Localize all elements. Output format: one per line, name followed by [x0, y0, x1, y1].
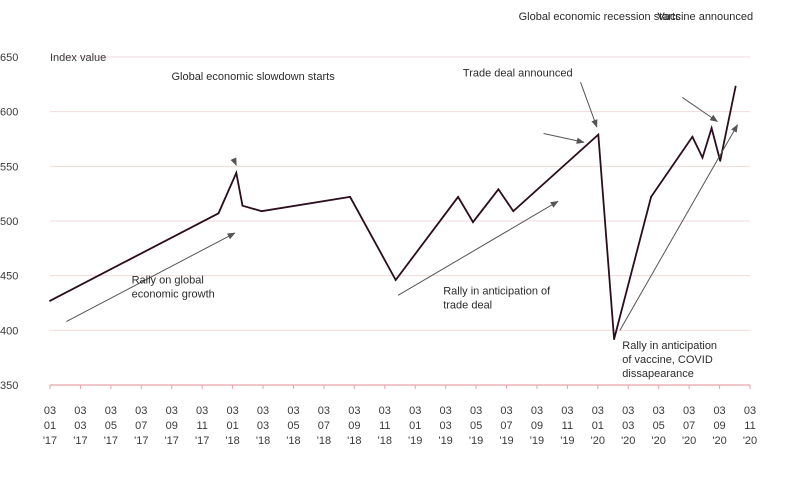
data-point: [49, 299, 51, 302]
data-point: [349, 196, 351, 198]
data-point: [457, 196, 459, 198]
data-point: [394, 279, 397, 281]
x-tick-label: 03 05'18: [286, 405, 300, 447]
ann-rally-trade-arrow: [397, 200, 559, 296]
ann-vaccine-arrow: [682, 97, 719, 122]
y-axis: 350 400 450 500 550 600 650: [0, 52, 18, 392]
y-tick-label: 450: [0, 271, 18, 283]
x-tick-label: 03 01'20: [591, 405, 605, 447]
x-tick-label: 03 11'17: [195, 405, 209, 447]
ann-rally-vaccine-text: Rally in anticipation of vaccine, COVID di…: [622, 340, 717, 380]
x-tick-label: 03 03'20: [621, 405, 635, 447]
data-point: [597, 133, 600, 136]
data-point: [512, 210, 515, 213]
data-point: [235, 171, 238, 174]
ann-vaccine-text: Vaccine announced: [657, 11, 753, 23]
ann-rally-trade-text: Rally in anticipation of trade deal: [443, 285, 551, 311]
data-point: [241, 204, 244, 207]
x-tick-label: 03 11'18: [378, 405, 392, 447]
ann-rally-vaccine-arrow: [619, 124, 738, 331]
ann-recession-arrow: [580, 81, 598, 128]
ann-trade-arrow: [543, 133, 585, 144]
x-axis: 03 01'17 03 03'17 03 05'17 03 07'17 03 09'17 03 11 '…: [43, 385, 757, 447]
y-tick-label: 550: [0, 161, 18, 173]
series: [49, 85, 737, 340]
x-tick-label: 03 03'17: [73, 405, 87, 447]
ann-recession-text: Global economic recession starts: [519, 11, 682, 23]
y-tick-label: 400: [0, 325, 18, 337]
x-tick-label: 03 03'18: [256, 405, 270, 447]
ann-trade-text: Trade deal announced: [463, 68, 573, 80]
y-axis-label: Index value: [50, 52, 106, 64]
x-tick-label: 03 05'17: [104, 405, 118, 447]
x-tick-label: 03 01'19: [408, 405, 422, 447]
ann-rally-global-arrow: [66, 232, 236, 323]
data-point: [217, 212, 220, 215]
data-point: [691, 135, 694, 138]
ann-slowdown-arrow: [230, 157, 237, 166]
series-line: [49, 86, 737, 340]
x-tick-label: 03 05'19: [469, 405, 483, 447]
x-tick-label: 03 07'20: [682, 405, 696, 447]
x-tick-label: 03 01'17: [43, 405, 57, 447]
y-tick-label: 500: [0, 216, 18, 228]
x-tick-label: 03 09'19: [530, 405, 544, 447]
data-point: [701, 156, 704, 159]
x-tick-label: 03 05'20: [652, 405, 666, 447]
x-tick-label: 03 01'18: [225, 405, 239, 447]
annotations: Global economic slowdown starts Global ec…: [66, 11, 753, 380]
x-tick-label: 03 09'18: [347, 405, 361, 447]
x-tick-label: 03 09'17: [165, 405, 179, 447]
data-point: [472, 221, 474, 223]
x-tick-label: 03 07'17: [134, 405, 148, 447]
data-point: [613, 338, 616, 340]
x-tick-label: 03 07'18: [317, 405, 331, 447]
ann-rally-global-text: Rally on global economic growth: [132, 274, 215, 300]
y-tick-label: 600: [0, 107, 18, 119]
data-point: [497, 188, 500, 191]
x-tick-label: 03 09'20: [712, 405, 726, 447]
x-tick-label: 03 03'19: [438, 405, 452, 447]
y-tick-label: 350: [0, 380, 18, 392]
y-tick-label: 650: [0, 52, 18, 64]
x-tick-label: 03 07'19: [499, 405, 513, 447]
ann-slowdown-text: Global economic slowdown starts: [171, 71, 335, 83]
x-tick-label: 03 11'20: [743, 405, 757, 447]
data-point: [719, 159, 722, 162]
data-point: [710, 127, 713, 129]
data-point: [260, 210, 263, 213]
x-tick-label: 03 11'19: [560, 405, 574, 447]
data-point: [650, 196, 652, 198]
gridlines: [50, 56, 750, 386]
data-point: [734, 85, 737, 88]
